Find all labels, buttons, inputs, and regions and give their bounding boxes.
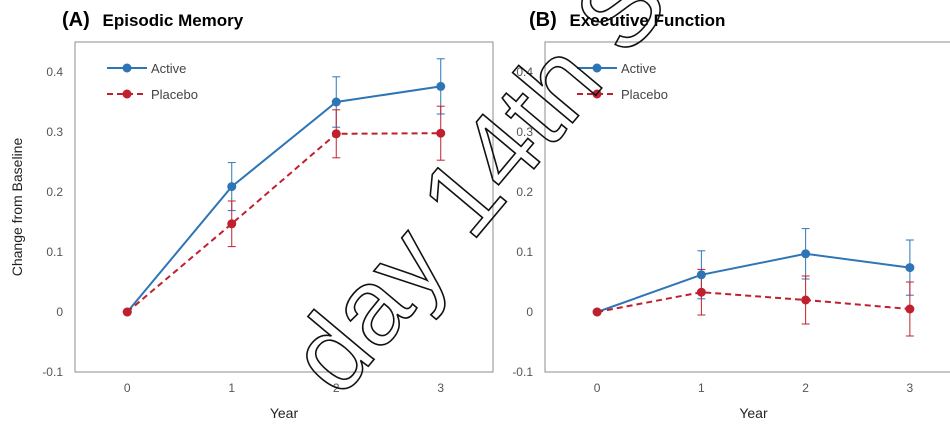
data-point-active-a	[227, 182, 237, 192]
data-point-placebo-b	[696, 287, 706, 297]
series-line-active-b	[596, 252, 911, 313]
data-point-placebo-b	[801, 295, 811, 305]
legend-marker-active-b	[592, 63, 602, 73]
x-tick-label-a: 0	[124, 381, 131, 395]
data-point-active-a	[436, 81, 446, 91]
data-point-placebo-b	[592, 307, 602, 317]
data-point-placebo-a	[227, 219, 237, 229]
data-point-active-b	[905, 263, 915, 273]
panel-title-b: (B) Executive Function	[529, 9, 725, 31]
y-tick-label-b: 0.3	[516, 125, 533, 139]
plot-area-b	[544, 41, 950, 373]
data-point-placebo-b	[905, 304, 915, 314]
series-line-placebo-b	[596, 291, 910, 313]
legend-label-placebo-a: Placebo	[151, 87, 198, 102]
data-point-active-b	[696, 270, 706, 280]
legend-label-active-b: Active	[621, 61, 656, 76]
y-tick-label-b: 0	[526, 305, 533, 319]
x-tick-label-b: 3	[907, 381, 914, 395]
panel-letter-b: (B)	[529, 9, 557, 31]
y-tick-label-a: 0	[56, 305, 63, 319]
x-tick-label-a: 1	[228, 381, 235, 395]
y-tick-label-b: 0.2	[516, 185, 533, 199]
series-line-placebo-a	[126, 132, 441, 313]
y-tick-label-a: -0.1	[42, 365, 63, 379]
plot-area-a	[74, 41, 494, 373]
x-tick-label-a: 3	[437, 381, 444, 395]
y-tick-label-b: 0.4	[516, 65, 533, 79]
x-tick-label-b: 1	[698, 381, 705, 395]
series-line-active-a	[126, 85, 441, 313]
panel-title-text-a: Episodic Memory	[103, 11, 244, 30]
data-point-placebo-a	[122, 307, 132, 317]
panel-episodic-memory: (A) Episodic Memory -0.1 0 0.1 0.2 0.3 0.4 0 1…	[9, 9, 494, 421]
data-point-active-b	[801, 249, 811, 259]
panel-title-a: (A) Episodic Memory	[62, 9, 244, 31]
x-tick-label-a: 2	[333, 381, 340, 395]
panel-letter-a: (A)	[62, 9, 90, 31]
x-tick-label-b: 0	[594, 381, 601, 395]
y-tick-label-a: 0.2	[46, 185, 63, 199]
x-tick-label-b: 2	[802, 381, 809, 395]
y-tick-label-a: 0.4	[46, 65, 63, 79]
panel-title-text-b: Executive Function	[570, 11, 726, 30]
y-tick-label-a: 0.1	[46, 245, 63, 259]
legend-label-placebo-b: Placebo	[621, 87, 668, 102]
x-axis-label-a: Year	[270, 405, 299, 421]
panel-executive-function: (B) Executive Function -0.1 0 0.1 0.2 0.3 0.4…	[512, 9, 950, 421]
data-point-active-a	[331, 97, 341, 107]
y-tick-label-b: -0.1	[512, 365, 533, 379]
data-point-placebo-a	[436, 128, 446, 138]
x-axis-label-b: Year	[739, 405, 768, 421]
legend-marker-placebo-a	[122, 89, 132, 99]
data-point-placebo-a	[331, 129, 341, 139]
y-axis-label-a: Change from Baseline	[9, 138, 25, 277]
y-tick-label-a: 0.3	[46, 125, 63, 139]
legend-marker-placebo-b	[592, 89, 602, 99]
watermark-text: day 14th September 2	[265, 0, 950, 415]
y-tick-label-b: 0.1	[516, 245, 533, 259]
legend-marker-active-a	[122, 63, 132, 73]
legend-label-active-a: Active	[151, 61, 186, 76]
